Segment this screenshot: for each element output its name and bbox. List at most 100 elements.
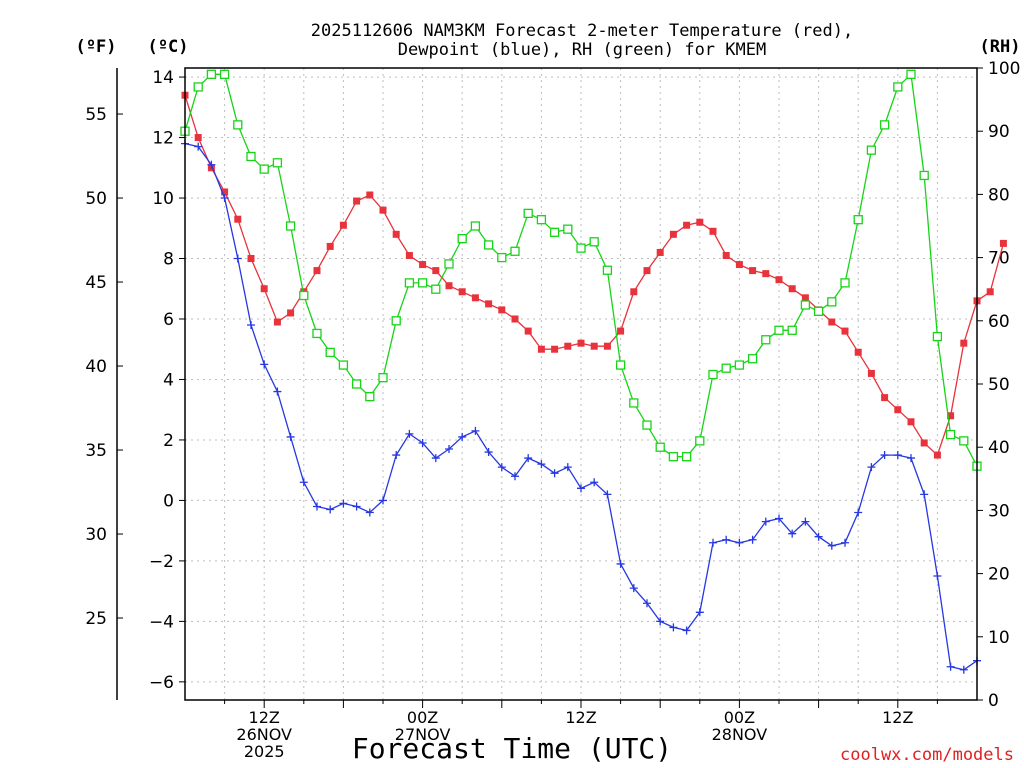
rh-point [404,278,415,288]
temperature-point [339,221,347,229]
rh-point [708,369,718,380]
temperature-point [564,342,572,350]
dewpoint-point [709,538,717,547]
dewpoint-point [247,321,255,330]
rh-point [338,360,349,370]
temperature-point [788,285,796,293]
dewpoint-point [933,572,942,581]
rh-line [184,72,978,467]
dewpoint-point [445,445,453,454]
dewpoint-point [431,454,440,463]
dewpoint-point [841,538,849,547]
temperature-point [260,285,268,293]
rh-point [497,252,507,263]
dewpoint-point [682,626,691,635]
fahrenheit-tick-label: 55 [85,105,107,125]
dewpoint-point [207,160,216,169]
temperature-point [841,327,849,335]
temperature-point [353,197,361,205]
series-layer [180,69,1007,674]
celsius-tick-label: 2 [163,431,174,451]
temperature-point [485,300,493,308]
temperature-point [986,288,994,296]
fahrenheit-unit-label: (ºF) [76,37,117,57]
celsius-tick-label: 0 [163,491,174,511]
dewpoint-point [352,502,361,511]
time-tick-label: 2025 [244,742,285,761]
temperature-point [379,206,387,214]
temperature-point [366,191,374,199]
dewpoint-point [629,584,638,593]
dewpoint-point [775,514,783,523]
temperature-point [960,339,968,347]
rh-point [800,300,811,310]
temperature-point [392,230,400,238]
temperature-point [498,306,506,314]
rh-point [246,151,256,162]
temperature-point [933,451,941,459]
series-dewpoint [181,139,981,674]
temperature-point [458,288,466,296]
temperature-point [221,188,229,196]
dewpoint-point [907,454,915,463]
celsius-tick-label: 8 [163,250,174,270]
rh-point [774,325,784,335]
rh-point [629,398,639,408]
dewpoint-point [946,662,955,671]
temperature-point [669,230,677,238]
temperature-point [419,261,427,269]
rh-point [285,221,296,231]
dewpoint-point [722,535,731,544]
celsius-tick-group: 14 12 10 8 6 4 2 0 −2 −4 −6 [149,68,185,693]
fahrenheit-tick-label: 30 [85,525,107,545]
dewpoint-point [484,448,493,457]
rh-tick-label: 10 [988,628,1010,648]
time-tick-label: 12Z [249,708,280,727]
rh-point [365,391,375,402]
rh-point [193,82,203,92]
temperature-point [617,327,625,335]
rh-tick-label: 30 [988,501,1010,521]
rh-point [431,284,441,294]
rh-point [219,69,230,79]
fahrenheit-tick-label: 35 [85,441,107,461]
dewpoint-point [392,451,401,460]
rh-point [589,237,599,247]
dewpoint-point [550,469,559,478]
rh-point [470,221,481,231]
fahrenheit-tick-label: 40 [85,357,107,377]
dewpoint-point [471,426,480,435]
dewpoint-point [286,432,295,441]
dewpoint-point [603,490,612,499]
rh-point [351,379,362,389]
rh-point [233,120,243,130]
dewpoint-point [920,490,929,499]
dewpoint-point [379,496,387,505]
rh-unit-label: (RH) [980,37,1021,57]
dewpoint-point [656,617,665,626]
rh-tick-label: 40 [988,438,1010,458]
celsius-tick-label: 6 [163,310,174,330]
credit-label: coolwx.com/models [840,745,1014,765]
rh-point [272,158,283,168]
celsius-tick-label: −4 [149,612,174,632]
temperature-point [511,315,519,323]
dewpoint-point [801,517,810,526]
fahrenheit-tick-label: 45 [85,273,107,293]
dewpoint-point [669,623,678,632]
rh-point [668,452,679,462]
celsius-tick-label: 12 [152,129,174,149]
time-tick-label: 00Z [724,708,755,727]
temperature-point [326,242,334,250]
dewpoint-point [880,451,889,460]
dewpoint-point [339,499,348,508]
temperature-point [590,342,598,350]
rh-tick-label: 60 [988,312,1010,332]
temperature-point [683,221,691,229]
temperature-point [762,270,770,278]
dewpoint-point [893,451,902,460]
time-tick-label: 26NOV [236,725,292,744]
